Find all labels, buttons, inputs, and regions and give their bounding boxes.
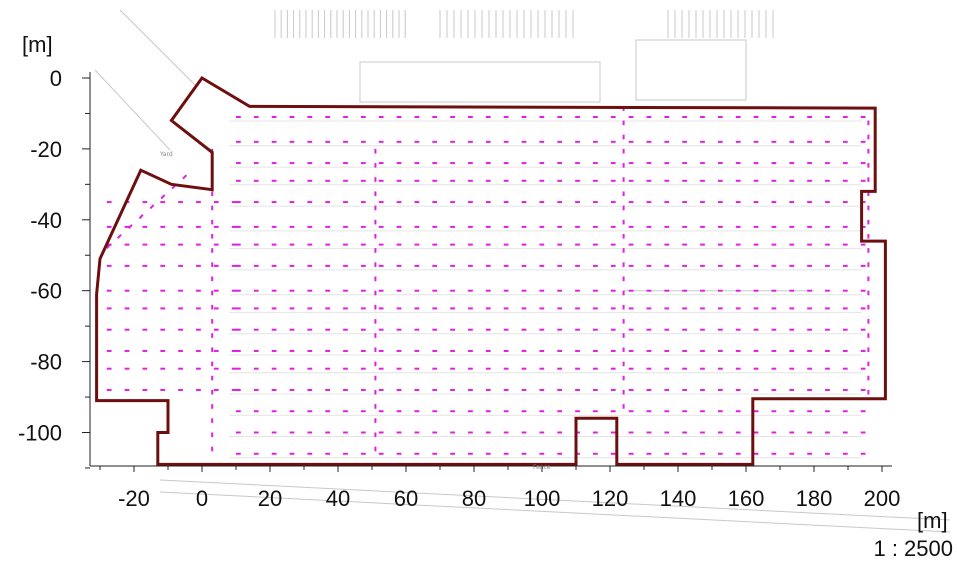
x-tick-label: 100 (524, 486, 561, 511)
y-tick-label: -60 (30, 279, 62, 304)
background-line (119, 9, 196, 86)
measurement-point (116, 233, 122, 239)
background-map (94, 9, 951, 533)
x-tick-label: 140 (660, 486, 697, 511)
y-axis-unit-label: [m] (22, 32, 53, 57)
y-tick-label: -80 (30, 350, 62, 375)
x-tick-label: 160 (728, 486, 765, 511)
x-tick-label: -20 (118, 486, 150, 511)
site-boundary-outline (95, 76, 887, 466)
y-tick-label: -100 (18, 421, 62, 446)
measurement-point-grid (106, 106, 870, 455)
y-tick-label: 0 (50, 66, 62, 91)
background-map-label: Yard (159, 151, 173, 158)
site-boundary (95, 76, 887, 466)
x-tick-label: 20 (258, 486, 282, 511)
background-line (635, 39, 747, 101)
x-tick-label: 0 (196, 486, 208, 511)
x-axis-unit-label: [m] (917, 508, 948, 533)
measurement-point (127, 224, 133, 230)
measurement-point (160, 194, 166, 200)
x-tick-label: 40 (326, 486, 350, 511)
x-tick-label: 60 (394, 486, 418, 511)
x-tick-label: 200 (864, 486, 901, 511)
measurement-point (149, 204, 155, 210)
axes: -20 0 20 40 60 80 100 120 140 160 180 200 0 -20 -40 -60… (18, 66, 900, 511)
background-line (159, 479, 951, 521)
background-map-label: Fence (533, 464, 551, 471)
measurement-point (182, 174, 188, 180)
x-tick-label: 80 (462, 486, 486, 511)
measurement-point (138, 214, 144, 220)
measurement-point (106, 243, 111, 249)
x-tick-label: 120 (592, 486, 629, 511)
background-line (359, 61, 601, 103)
background-line (94, 69, 171, 151)
y-tick-label: -20 (30, 137, 62, 162)
scale-label: 1 : 2500 (873, 536, 953, 561)
background-line (159, 491, 951, 533)
y-tick-label: -40 (30, 208, 62, 233)
x-tick-label: 180 (796, 486, 833, 511)
